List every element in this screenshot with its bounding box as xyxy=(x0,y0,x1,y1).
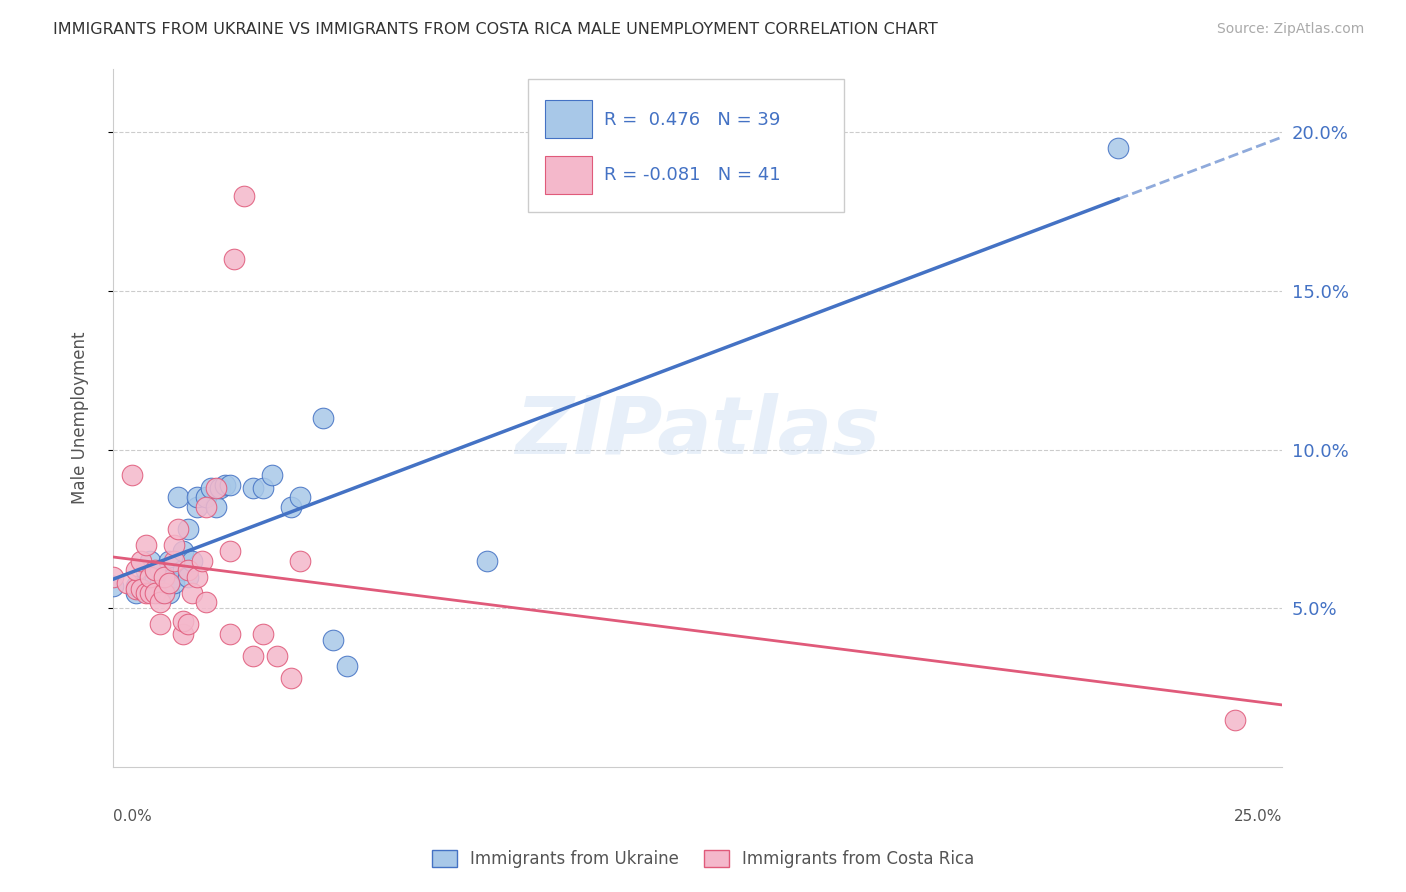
Point xyxy=(280,671,302,685)
Point xyxy=(172,563,194,577)
Point xyxy=(163,554,186,568)
Point xyxy=(129,582,152,597)
Point xyxy=(475,554,498,568)
Point xyxy=(190,554,212,568)
Point xyxy=(143,585,166,599)
Point xyxy=(135,576,157,591)
Point xyxy=(242,481,264,495)
Point xyxy=(214,477,236,491)
Legend: Immigrants from Ukraine, Immigrants from Costa Rica: Immigrants from Ukraine, Immigrants from… xyxy=(425,843,981,875)
FancyBboxPatch shape xyxy=(546,156,592,194)
Text: Source: ZipAtlas.com: Source: ZipAtlas.com xyxy=(1216,22,1364,37)
Point xyxy=(181,554,204,568)
Point xyxy=(149,617,172,632)
Text: 25.0%: 25.0% xyxy=(1233,809,1282,824)
Point xyxy=(195,500,218,514)
Text: R = -0.081   N = 41: R = -0.081 N = 41 xyxy=(605,167,780,185)
Point xyxy=(322,633,344,648)
Point xyxy=(139,570,162,584)
Point xyxy=(312,410,335,425)
Point xyxy=(176,563,198,577)
Point xyxy=(172,614,194,628)
Point xyxy=(181,585,204,599)
Point xyxy=(125,579,148,593)
FancyBboxPatch shape xyxy=(546,100,592,138)
Point xyxy=(139,570,162,584)
Point xyxy=(129,554,152,568)
Point xyxy=(149,585,172,599)
Point xyxy=(135,538,157,552)
Point xyxy=(288,491,311,505)
Point xyxy=(252,481,274,495)
Text: R =  0.476   N = 39: R = 0.476 N = 39 xyxy=(605,111,780,128)
Point xyxy=(204,481,226,495)
Point xyxy=(163,570,186,584)
Point xyxy=(172,544,194,558)
Text: ZIPatlas: ZIPatlas xyxy=(515,392,880,471)
Point xyxy=(242,649,264,664)
Point xyxy=(186,500,208,514)
Point xyxy=(260,468,283,483)
Y-axis label: Male Unemployment: Male Unemployment xyxy=(72,332,89,504)
Point xyxy=(163,576,186,591)
Point xyxy=(125,582,148,597)
Text: 0.0%: 0.0% xyxy=(112,809,152,824)
Point xyxy=(139,585,162,599)
Point xyxy=(139,554,162,568)
Point xyxy=(121,468,143,483)
Point xyxy=(153,570,176,584)
Point xyxy=(186,491,208,505)
Point xyxy=(101,570,124,584)
FancyBboxPatch shape xyxy=(527,79,844,211)
Point xyxy=(1225,713,1247,727)
Point xyxy=(157,576,180,591)
Point xyxy=(195,595,218,609)
Point xyxy=(149,563,172,577)
Point xyxy=(252,627,274,641)
Point xyxy=(167,491,190,505)
Point xyxy=(135,563,157,577)
Point xyxy=(143,570,166,584)
Text: IMMIGRANTS FROM UKRAINE VS IMMIGRANTS FROM COSTA RICA MALE UNEMPLOYMENT CORRELAT: IMMIGRANTS FROM UKRAINE VS IMMIGRANTS FR… xyxy=(53,22,938,37)
Point xyxy=(125,585,148,599)
Point xyxy=(157,585,180,599)
Point xyxy=(186,570,208,584)
Point xyxy=(266,649,288,664)
Point xyxy=(163,538,186,552)
Point xyxy=(280,500,302,514)
Point xyxy=(1107,141,1129,155)
Point xyxy=(167,522,190,536)
Point xyxy=(115,576,138,591)
Point xyxy=(149,576,172,591)
Point xyxy=(143,563,166,577)
Point xyxy=(218,544,240,558)
Point xyxy=(153,585,176,599)
Point xyxy=(204,500,226,514)
Point xyxy=(157,554,180,568)
Point xyxy=(135,585,157,599)
Point xyxy=(176,570,198,584)
Point xyxy=(232,188,254,202)
Point xyxy=(149,595,172,609)
Point xyxy=(200,481,222,495)
Point xyxy=(176,617,198,632)
Point xyxy=(218,477,240,491)
Point xyxy=(195,491,218,505)
Point xyxy=(218,627,240,641)
Point xyxy=(288,554,311,568)
Point xyxy=(336,658,359,673)
Point xyxy=(209,481,232,495)
Point xyxy=(101,579,124,593)
Point xyxy=(172,627,194,641)
Point xyxy=(176,522,198,536)
Point xyxy=(224,252,246,266)
Point xyxy=(125,563,148,577)
